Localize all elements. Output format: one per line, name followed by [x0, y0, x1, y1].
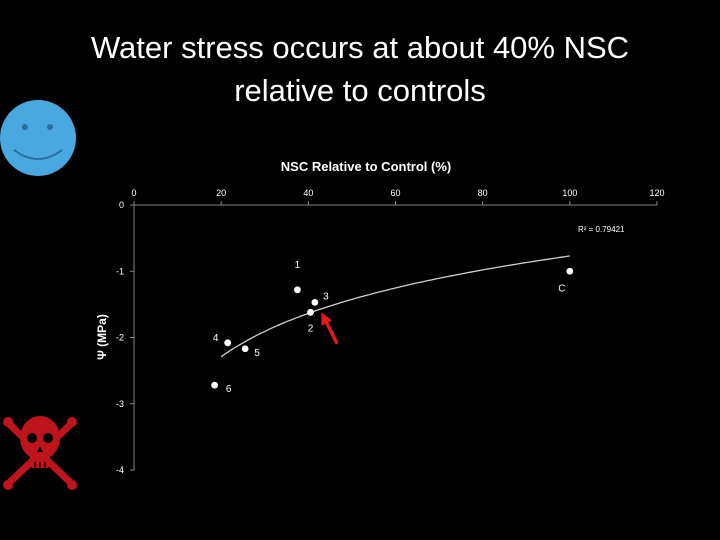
skull-crossbones-icon — [3, 416, 77, 490]
y-tick-label: -2 — [116, 333, 124, 343]
data-point — [307, 308, 314, 316]
y-tick-label: 0 — [119, 200, 124, 210]
point-label: 3 — [323, 291, 329, 302]
data-point — [211, 381, 219, 389]
data-point — [566, 267, 574, 275]
x-tick-label: 40 — [303, 188, 313, 198]
x-tick-label: 80 — [478, 188, 488, 198]
data-point — [311, 298, 319, 306]
data-points: 1 3 2 4 5 6 C — [211, 260, 574, 395]
slide-title-line-2: relative to controls — [234, 73, 486, 108]
x-tick-label: 60 — [390, 188, 400, 198]
y-tick-label: -3 — [116, 399, 124, 409]
data-point — [224, 339, 232, 347]
point-label: 5 — [254, 348, 260, 359]
slide-title-line-1: Water stress occurs at about 40% NSC — [90, 30, 630, 65]
red-arrow-icon — [321, 312, 339, 345]
x-tick-label: 120 — [649, 188, 664, 198]
trendline — [220, 255, 570, 358]
point-label: C — [558, 283, 565, 294]
point-label: 6 — [226, 384, 232, 395]
x-tick-label: 0 — [131, 188, 136, 198]
slide-title: Water stress occurs at about 40% NSC rel… — [40, 26, 680, 112]
smiley-face-icon — [0, 100, 76, 176]
data-point — [294, 286, 301, 294]
y-axis-label: Ψ (MPa) — [95, 314, 109, 360]
data-point — [241, 345, 249, 353]
x-axis-ticks: 0 20 40 60 80 100 120 — [131, 188, 665, 205]
point-label: 1 — [295, 260, 301, 271]
y-tick-label: -4 — [116, 465, 124, 475]
y-axis-ticks: 0 -1 -2 -3 -4 — [116, 200, 134, 475]
chart-title: NSC Relative to Control (%) — [281, 159, 451, 174]
point-label: 4 — [213, 333, 219, 344]
x-tick-label: 20 — [216, 188, 226, 198]
r-squared-label: R² = 0.79421 — [578, 225, 625, 234]
point-label: 2 — [308, 323, 314, 334]
x-tick-label: 100 — [562, 188, 577, 198]
y-tick-label: -1 — [116, 266, 124, 276]
